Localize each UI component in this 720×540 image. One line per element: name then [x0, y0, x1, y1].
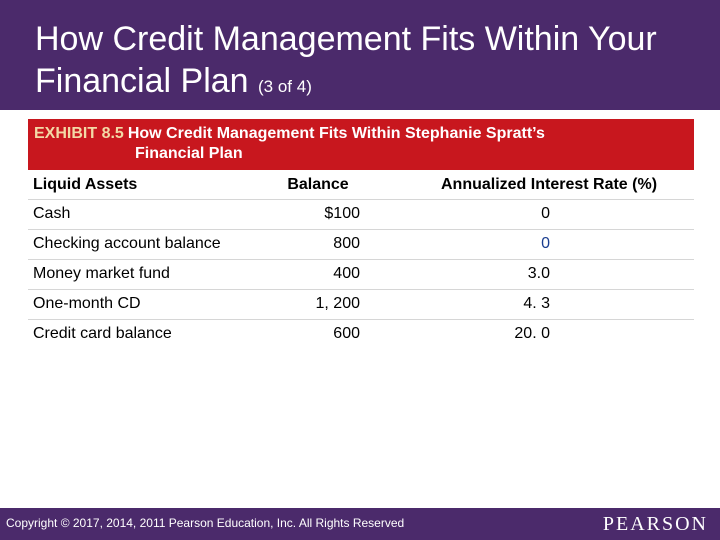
table-row: Checking account balance 800 0 [28, 230, 694, 260]
pearson-logo: PEARSON [602, 513, 708, 535]
table-row: Cash $100 0 [28, 200, 694, 230]
asset-name: One-month CD [33, 295, 141, 312]
asset-rate: 0 [541, 235, 550, 252]
asset-name: Credit card balance [33, 325, 172, 342]
liquid-assets-table: Liquid Assets Balance Annualized Interes… [28, 171, 694, 349]
exhibit-title-line1: How Credit Management Fits Within Stepha… [127, 125, 545, 142]
exhibit-caption: EXHIBIT 8.5 How Credit Management Fits Wi… [34, 124, 674, 164]
asset-name: Money market fund [33, 265, 170, 282]
asset-rate: 4. 3 [523, 295, 550, 312]
asset-balance: 1, 200 [315, 295, 360, 312]
asset-balance: $100 [324, 205, 360, 222]
asset-balance: 400 [333, 265, 360, 282]
asset-rate: 20. 0 [514, 325, 550, 342]
table-row: Money market fund 400 3.0 [28, 260, 694, 290]
asset-rate: 0 [541, 205, 550, 222]
copyright-text: Copyright © 2017, 2014, 2011 Pearson Edu… [6, 516, 405, 530]
slide-title: How Credit Management Fits Within Your F… [35, 18, 705, 108]
asset-balance: 600 [333, 325, 360, 342]
exhibit-label: EXHIBIT 8.5 [34, 125, 124, 142]
asset-rate: 3.0 [527, 265, 550, 282]
header-balance: Balance [287, 176, 349, 193]
footer-bar: Copyright © 2017, 2014, 2011 Pearson Edu… [0, 508, 720, 540]
slide-title-main: How Credit Management Fits Within Your F… [35, 20, 657, 100]
header-liquid-assets: Liquid Assets [33, 176, 138, 193]
header-interest-rate: Annualized Interest Rate (%) [440, 176, 658, 193]
exhibit-header: EXHIBIT 8.5 How Credit Management Fits Wi… [28, 119, 694, 170]
asset-name: Cash [33, 205, 71, 222]
asset-balance: 800 [333, 235, 360, 252]
asset-name: Checking account balance [33, 235, 221, 252]
exhibit-title-line2: Financial Plan [135, 145, 243, 162]
title-bar: How Credit Management Fits Within Your F… [0, 0, 720, 110]
slide-title-suffix: (3 of 4) [258, 77, 312, 96]
table-header-row: Liquid Assets Balance Annualized Interes… [28, 171, 694, 200]
table-row: One-month CD 1, 200 4. 3 [28, 290, 694, 320]
table-row: Credit card balance 600 20. 0 [28, 320, 694, 349]
